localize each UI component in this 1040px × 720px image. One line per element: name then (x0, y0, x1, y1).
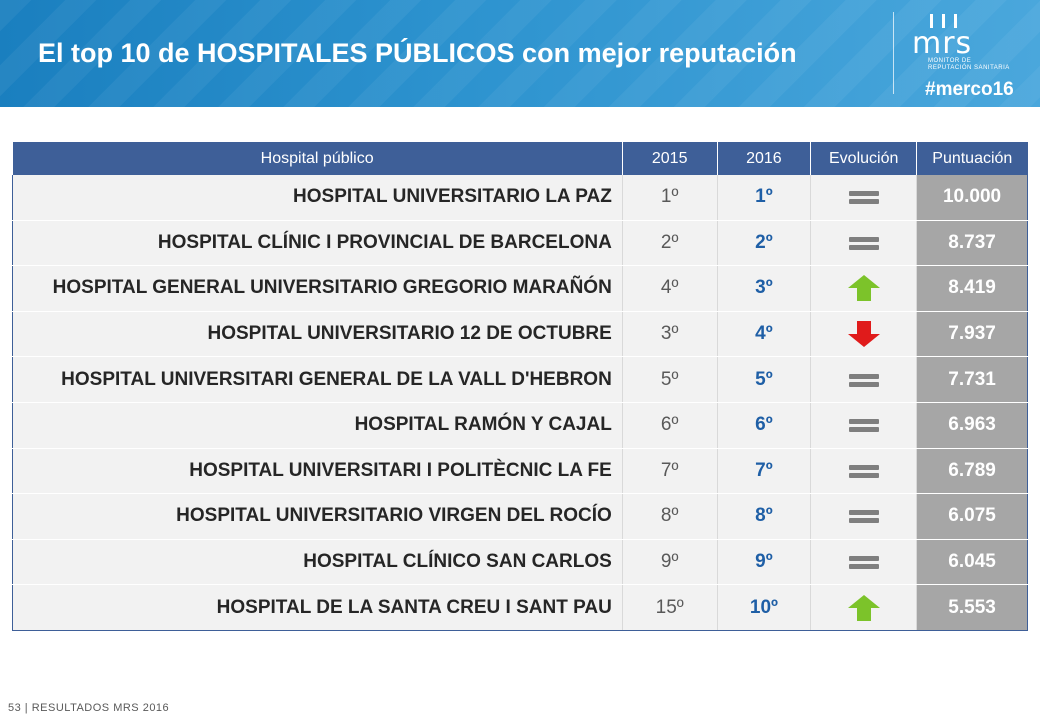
rank-2015-cell: 5º (621, 356, 718, 403)
rank-2015-cell: 9º (621, 539, 718, 586)
column-header-2015: 2015 (622, 142, 718, 175)
hospital-name-cell: HOSPITAL DE LA SANTA CREU I SANT PAU (12, 584, 623, 631)
logo-subtitle-line2: REPUTACIÓN SANITARIA (928, 65, 1010, 71)
table-header-row: Hospital público 2015 2016 Evolución Pun… (12, 142, 1028, 175)
logo-subtitle-line1: MONITOR DE (928, 58, 972, 64)
column-header-hospital: Hospital público (12, 142, 623, 175)
hospital-name-cell: HOSPITAL UNIVERSITARIO 12 DE OCTUBRE (12, 311, 623, 358)
table-row: HOSPITAL UNIVERSITARIO VIRGEN DEL ROCÍO 8… (12, 493, 1028, 540)
table-row: HOSPITAL UNIVERSITARIO 12 DE OCTUBRE 3º 4º… (12, 311, 1028, 358)
score-cell: 5.553 (916, 584, 1028, 631)
score-cell: 7.937 (916, 311, 1028, 358)
table-row: HOSPITAL CLÍNIC I PROVINCIAL DE BARCELON… (12, 220, 1028, 267)
table-row: HOSPITAL CLÍNICO SAN CARLOS 9º 9º 6.045 (12, 539, 1028, 586)
table-row: HOSPITAL GENERAL UNIVERSITARIO GREGORIO … (12, 265, 1028, 312)
equal-icon (848, 510, 879, 524)
arrow-up-icon (847, 275, 880, 302)
rank-2015-cell: 6º (621, 402, 718, 449)
evolution-cell (810, 175, 917, 221)
column-header-evolution: Evolución (810, 142, 918, 175)
hospital-name-cell: HOSPITAL UNIVERSITARIO VIRGEN DEL ROCÍO (12, 493, 623, 540)
equal-icon (848, 556, 879, 570)
score-cell: 6.045 (916, 539, 1028, 586)
column-header-2016: 2016 (717, 142, 812, 175)
rank-2015-cell: 15º (621, 584, 718, 631)
mrs-logo-icon (930, 14, 966, 33)
ranking-table: Hospital público 2015 2016 Evolución Pun… (12, 142, 1028, 631)
evolution-cell (810, 448, 917, 495)
rank-2016-cell: 1º (716, 175, 811, 221)
table-row: HOSPITAL UNIVERSITARI GENERAL DE LA VALL… (12, 356, 1028, 403)
rank-2016-cell: 10º (716, 584, 811, 631)
equal-icon (848, 236, 879, 250)
equal-icon (848, 464, 879, 478)
evolution-cell (810, 356, 917, 403)
rank-2016-cell: 7º (716, 448, 811, 495)
table-row: HOSPITAL RAMÓN Y CAJAL 6º 6º 6.963 (12, 402, 1028, 449)
evolution-cell (810, 402, 917, 449)
rank-2016-cell: 6º (716, 402, 811, 449)
hospital-name-cell: HOSPITAL CLÍNIC I PROVINCIAL DE BARCELON… (12, 220, 623, 267)
score-cell: 8.419 (916, 265, 1028, 312)
equal-icon (848, 191, 879, 205)
rank-2015-cell: 7º (621, 448, 718, 495)
evolution-cell (810, 493, 917, 540)
rank-2016-cell: 8º (716, 493, 811, 540)
hospital-name-cell: HOSPITAL GENERAL UNIVERSITARIO GREGORIO … (12, 265, 623, 312)
rank-2015-cell: 2º (621, 220, 718, 267)
rank-2015-cell: 4º (621, 265, 718, 312)
column-header-score: Puntuación (916, 142, 1028, 175)
hospital-name-cell: HOSPITAL UNIVERSITARIO LA PAZ (12, 175, 623, 221)
evolution-cell (810, 539, 917, 586)
evolution-cell (810, 311, 917, 358)
arrow-up-icon (847, 594, 880, 621)
rank-2016-cell: 5º (716, 356, 811, 403)
logo-hashtag: #merco16 (925, 79, 1014, 100)
rank-2016-cell: 3º (716, 265, 811, 312)
rank-2015-cell: 8º (621, 493, 718, 540)
hospital-name-cell: HOSPITAL CLÍNICO SAN CARLOS (12, 539, 623, 586)
hospital-name-cell: HOSPITAL UNIVERSITARI I POLITÈCNIC LA FE (12, 448, 623, 495)
rank-2015-cell: 3º (621, 311, 718, 358)
header-banner: El top 10 de HOSPITALES PÚBLICOS con mej… (0, 0, 1040, 107)
evolution-cell (810, 265, 917, 312)
hospital-name-cell: HOSPITAL UNIVERSITARI GENERAL DE LA VALL… (12, 356, 623, 403)
table-row: HOSPITAL UNIVERSITARIO LA PAZ 1º 1º 10.000 (12, 175, 1028, 221)
score-cell: 7.731 (916, 356, 1028, 403)
evolution-cell (810, 584, 917, 631)
table-row: HOSPITAL DE LA SANTA CREU I SANT PAU 15º 1… (12, 584, 1028, 631)
rank-2016-cell: 4º (716, 311, 811, 358)
score-cell: 6.963 (916, 402, 1028, 449)
equal-icon (848, 373, 879, 387)
score-cell: 6.075 (916, 493, 1028, 540)
logo-subtitle: MONITOR DE REPUTACIÓN SANITARIA (928, 58, 1010, 72)
table-row: HOSPITAL UNIVERSITARI I POLITÈCNIC LA FE… (12, 448, 1028, 495)
equal-icon (848, 419, 879, 433)
hospital-name-cell: HOSPITAL RAMÓN Y CAJAL (12, 402, 623, 449)
page-title: El top 10 de HOSPITALES PÚBLICOS con mej… (38, 38, 797, 68)
score-cell: 6.789 (916, 448, 1028, 495)
logo-divider (893, 12, 894, 94)
rank-2016-cell: 9º (716, 539, 811, 586)
score-cell: 8.737 (916, 220, 1028, 267)
arrow-down-icon (847, 321, 880, 348)
evolution-cell (810, 220, 917, 267)
score-cell: 10.000 (916, 175, 1028, 221)
footer-text: 53 | RESULTADOS MRS 2016 (8, 702, 170, 714)
logo-name: mrs (912, 26, 973, 61)
rank-2016-cell: 2º (716, 220, 811, 267)
rank-2015-cell: 1º (621, 175, 718, 221)
